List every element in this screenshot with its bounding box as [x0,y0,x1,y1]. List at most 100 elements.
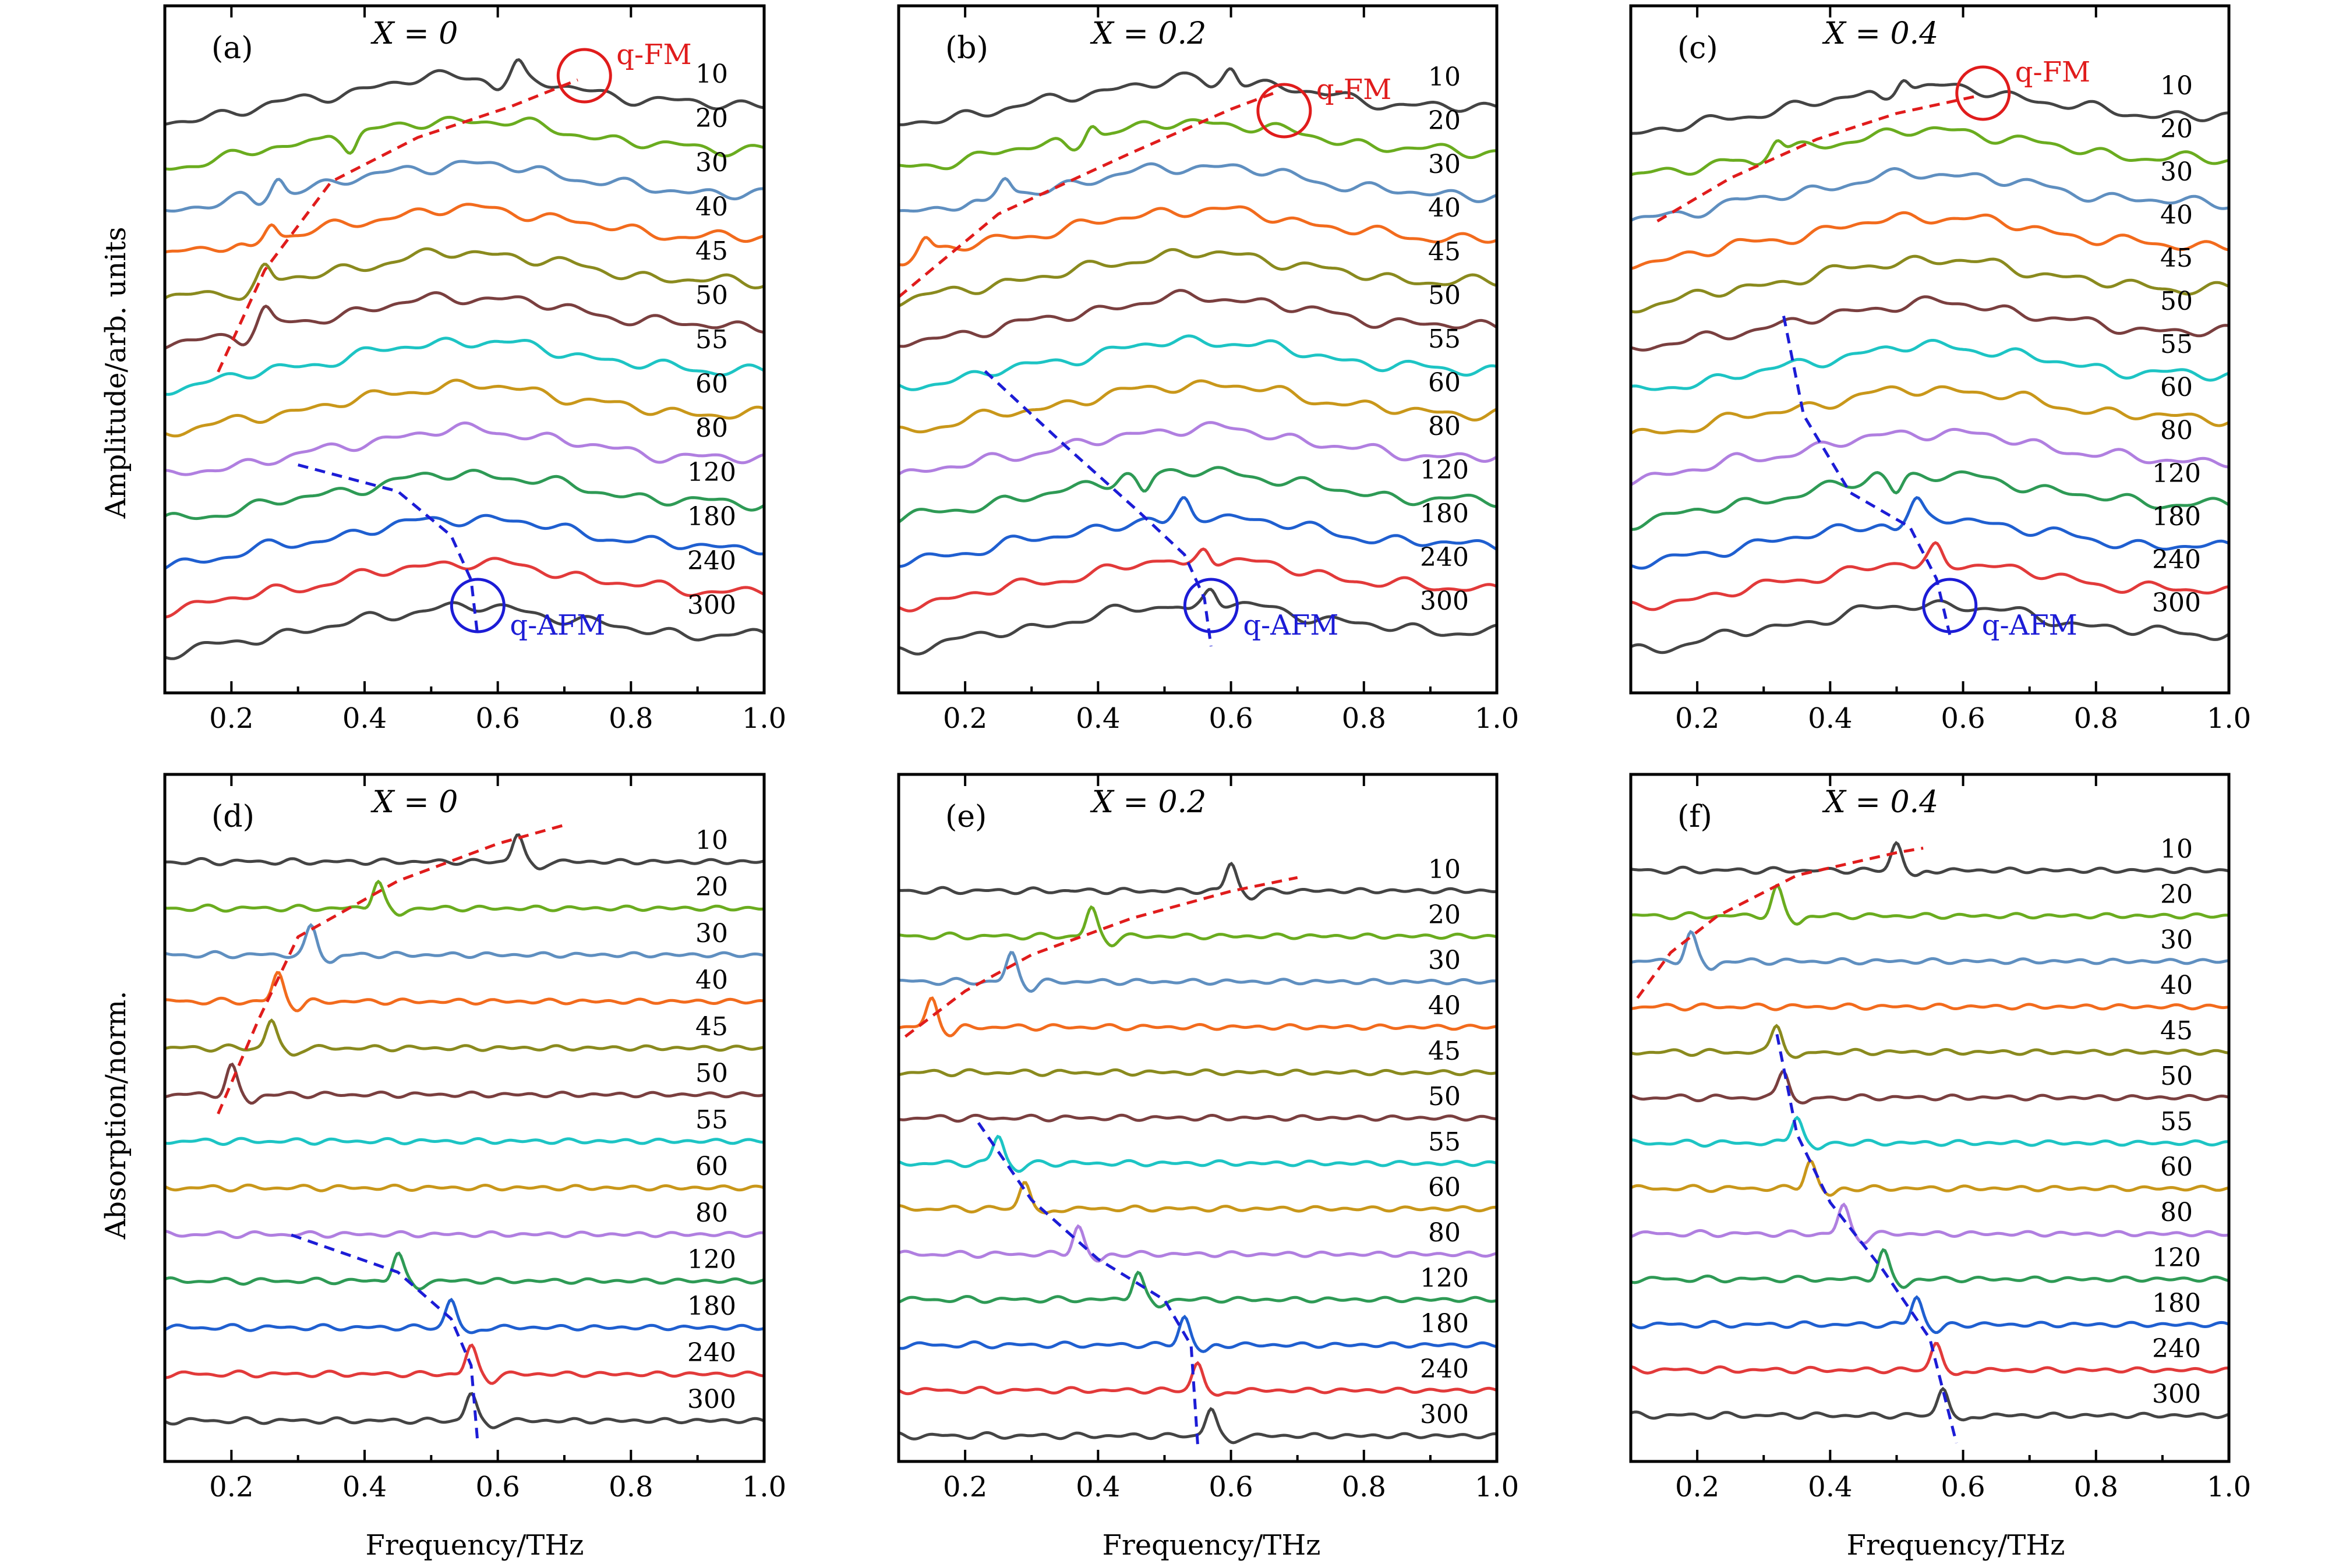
temperature-label-45: 45 [695,1012,728,1042]
trace-40 [164,971,765,1013]
x-tick-label: 0.8 [1342,1471,1386,1503]
trace-60 [164,1183,765,1193]
temperature-label-10: 10 [695,59,728,89]
fm-guide-curve [1636,847,1924,999]
temperature-label-40: 40 [1428,991,1461,1021]
trace-30 [1630,167,2230,222]
temperature-label-10: 10 [695,826,728,855]
trace-60 [1630,385,2230,435]
trace-120 [1630,470,2230,531]
x-tick-label: 0.4 [1808,702,1852,735]
temperature-label-80: 80 [1428,1218,1461,1248]
temperature-label-240: 240 [687,546,736,576]
q-fm-label: q-FM [1316,73,1391,106]
trace-80 [1630,427,2230,486]
trace-180 [899,496,1498,568]
temperature-label-20: 20 [1428,106,1461,136]
trace-10 [898,861,1497,901]
axes-frame [897,773,1499,1463]
temperature-label-120: 120 [2152,1243,2201,1273]
ylabel-bottom: Absorption/norm. [100,991,132,1240]
trace-55 [164,1137,765,1146]
trace-10 [898,67,1497,126]
xlabel-b: Frequency/THz [1103,1529,1321,1562]
trace-80 [898,421,1498,476]
temperature-label-40: 40 [2160,200,2193,230]
trace-20 [898,118,1497,171]
temperature-label-45: 45 [1428,237,1461,267]
panel-b: 10 20 30 40 45 50 55 60 80 120 180 240 300 q-FM q-AFM 0… [897,4,1519,735]
afm-guide-curve [291,1233,479,1445]
trace-120 [898,1270,1497,1309]
temperature-label-55: 55 [2160,330,2193,359]
trace-50 [898,289,1498,348]
axes-frame [163,4,766,695]
temperature-label-40: 40 [695,192,728,222]
temperature-label-10: 10 [2160,834,2193,864]
trace-45 [898,1068,1497,1078]
x-tick-label: 0.8 [609,702,653,735]
fm-guide-curve [217,78,578,373]
temperature-label-300: 300 [687,1385,736,1414]
q-fm-label: q-FM [2015,56,2090,89]
temperature-label-300: 300 [1420,1400,1469,1429]
trace-20 [898,905,1497,948]
trace-20 [1630,126,2230,176]
temperature-label-60: 60 [695,369,728,399]
temperature-label-80: 80 [1428,412,1461,441]
trace-50 [898,1113,1497,1123]
trace-80 [165,421,765,476]
temperature-label-10: 10 [1428,62,1461,92]
trace-60 [899,379,1498,434]
temperature-label-30: 30 [1428,150,1461,179]
trace-300 [1630,599,2230,654]
temperature-label-180: 180 [1420,1309,1469,1339]
temperature-label-80: 80 [2160,416,2193,445]
fm-guide-curve [1656,94,1977,222]
trace-120 [164,469,765,521]
temperature-label-20: 20 [1428,900,1461,930]
afm-guide-curve [984,370,1213,647]
x-tick-label: 0.6 [1941,1471,1985,1503]
axes-frame [1629,773,2231,1463]
panel-d: 10 20 30 40 45 50 55 60 80 120 180 240 300 0.2 0.4 0.6 0… [163,773,786,1503]
x-tick-label: 1.0 [1475,702,1519,735]
panel-e: 10 20 30 40 45 50 55 60 80 120 180 240 300 0.2 0.4 0.6 0… [897,773,1519,1503]
panel-a: 10 20 30 40 45 50 55 60 80 120 180 240 300 q-FM q-AFM 0… [163,4,786,735]
temperature-label-30: 30 [695,148,728,178]
temperature-label-180: 180 [1420,499,1469,529]
trace-240 [898,547,1498,613]
trace-20 [164,879,765,917]
trace-45 [1630,1024,2230,1059]
temperature-label-60: 60 [2160,1152,2193,1182]
x-tick-label: 1.0 [742,702,786,735]
trace-180 [898,1315,1497,1353]
trace-80 [898,1224,1497,1263]
panel-f: 10 20 30 40 45 50 55 60 80 120 180 240 300 0.2 0.4 0.6 0… [1629,773,2251,1503]
panel-letter: (a) [211,31,253,66]
x-tick-label: 0.8 [2074,702,2118,735]
temperature-label-300: 300 [687,590,736,620]
x-tick-label: 0.4 [1076,702,1120,735]
temperature-label-300: 300 [1420,586,1469,616]
panel-title: X = 0.2 [1090,16,1206,51]
panel-title: X = 0.4 [1822,785,1938,820]
x-tick-label: 0.8 [609,1471,653,1503]
q-fm-circle [556,48,612,104]
afm-guide-curve [1782,316,1952,635]
q-afm-label: q-AFM [1243,609,1338,642]
x-tick-label: 0.2 [1675,1471,1719,1503]
q-afm-circle [1922,578,1978,633]
panel-c: 10 20 30 40 45 50 55 60 80 120 180 240 300 q-FM q-AFM 0… [1629,4,2251,735]
temperature-label-20: 20 [2160,880,2193,909]
trace-40 [164,203,765,254]
trace-180 [1630,1295,2230,1335]
q-afm-circle [1183,578,1239,633]
trace-180 [1630,495,2230,570]
x-tick-label: 0.6 [1209,1471,1253,1503]
trace-45 [1630,254,2230,314]
x-tick-label: 0.2 [209,702,253,735]
temperature-label-240: 240 [2152,545,2201,575]
trace-60 [164,378,765,438]
